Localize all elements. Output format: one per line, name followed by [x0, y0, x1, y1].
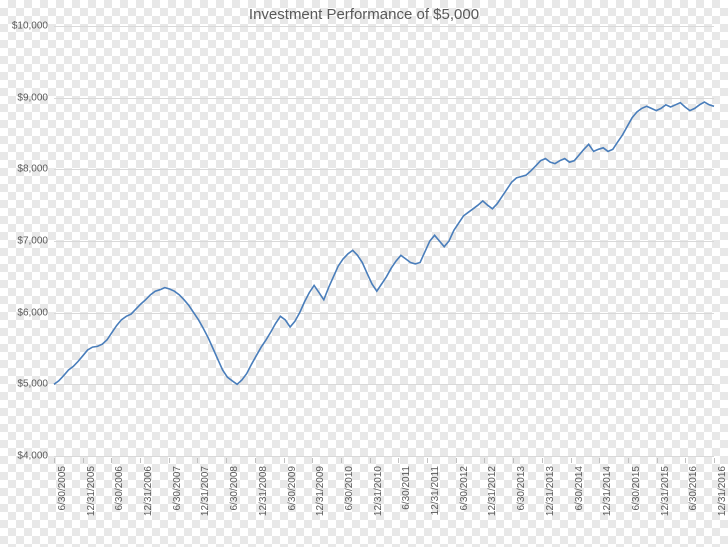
- x-tick-label: 12/31/2008: [258, 466, 269, 516]
- x-tick: [83, 458, 84, 463]
- y-tick-label: $6,000: [4, 307, 48, 318]
- x-tick: [398, 458, 399, 463]
- x-tick-label: 12/31/2012: [487, 466, 498, 516]
- x-tick: [599, 458, 600, 463]
- x-tick-label: 12/31/2016: [717, 466, 728, 516]
- x-tick-label: 12/31/2014: [602, 466, 613, 516]
- x-tick: [657, 458, 658, 463]
- x-tick-label: 6/30/2006: [114, 466, 125, 511]
- x-tick: [255, 458, 256, 463]
- y-tick-label: $10,000: [4, 21, 48, 32]
- x-tick-label: 12/31/2013: [545, 466, 556, 516]
- y-tick-label: $9,000: [4, 92, 48, 103]
- line-series: [54, 26, 714, 456]
- x-tick: [169, 458, 170, 463]
- y-tick-label: $8,000: [4, 164, 48, 175]
- x-tick-label: 12/31/2010: [373, 466, 384, 516]
- x-tick: [456, 458, 457, 463]
- x-tick: [284, 458, 285, 463]
- x-tick-label: 12/31/2009: [315, 466, 326, 516]
- x-tick-label: 6/30/2016: [688, 466, 699, 511]
- chart-title: Investment Performance of $5,000: [0, 6, 728, 23]
- x-tick-label: 12/31/2015: [660, 466, 671, 516]
- x-tick-label: 6/30/2012: [459, 466, 470, 511]
- x-tick: [312, 458, 313, 463]
- x-tick: [571, 458, 572, 463]
- x-tick-label: 12/31/2006: [143, 466, 154, 516]
- x-tick: [685, 458, 686, 463]
- x-tick-label: 6/30/2013: [516, 466, 527, 511]
- x-tick: [226, 458, 227, 463]
- x-tick: [714, 458, 715, 463]
- x-tick: [140, 458, 141, 463]
- x-tick-label: 6/30/2014: [574, 466, 585, 511]
- x-tick-label: 6/30/2008: [229, 466, 240, 511]
- plot-area: [54, 26, 714, 456]
- x-tick-label: 6/30/2009: [287, 466, 298, 511]
- x-tick: [513, 458, 514, 463]
- x-tick: [542, 458, 543, 463]
- x-tick-label: 6/30/2005: [57, 466, 68, 511]
- x-tick: [370, 458, 371, 463]
- x-tick-label: 6/30/2011: [401, 466, 412, 510]
- chart-container: Investment Performance of $5,000 $4,000 $…: [0, 0, 728, 547]
- y-tick-label: $5,000: [4, 379, 48, 390]
- x-tick-label: 6/30/2007: [172, 466, 183, 511]
- x-tick-label: 12/31/2005: [86, 466, 97, 516]
- x-tick: [197, 458, 198, 463]
- x-tick: [628, 458, 629, 463]
- y-tick-label: $7,000: [4, 236, 48, 247]
- grid-line: [54, 456, 714, 457]
- x-tick-label: 6/30/2015: [631, 466, 642, 511]
- x-axis: 6/30/2005 12/31/2005 6/30/2006 12/31/2006 6/…: [54, 458, 714, 544]
- x-tick: [484, 458, 485, 463]
- x-tick-label: 12/31/2007: [200, 466, 211, 516]
- x-tick-label: 6/30/2010: [344, 466, 355, 511]
- x-tick: [111, 458, 112, 463]
- x-tick: [427, 458, 428, 463]
- x-tick-label: 12/31/2011: [430, 466, 441, 515]
- y-tick-label: $4,000: [4, 451, 48, 462]
- x-tick: [341, 458, 342, 463]
- x-tick: [54, 458, 55, 463]
